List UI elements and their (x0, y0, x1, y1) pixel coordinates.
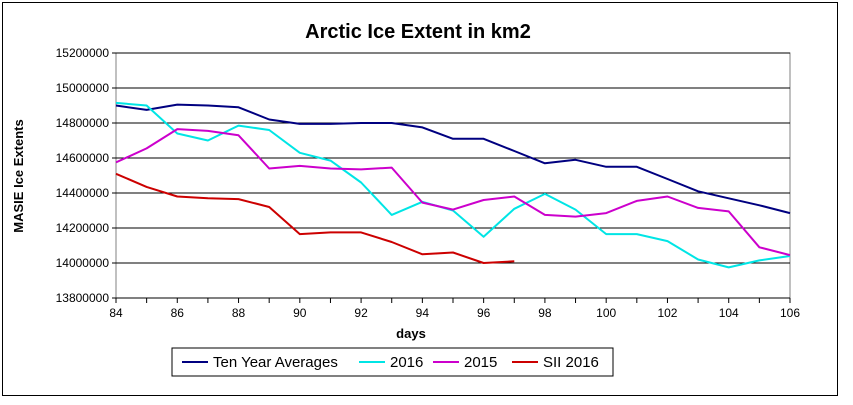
x-tick-label: 100 (596, 306, 616, 320)
series-group (115, 101, 791, 269)
x-tick-label: 92 (354, 306, 368, 320)
x-tick-label: 86 (171, 306, 185, 320)
y-tick-label: 14400000 (56, 186, 110, 200)
legend: Ten Year Averages 2016 2015 SII 2016 (171, 347, 614, 377)
plot-area (115, 52, 791, 299)
x-tick-label: 94 (416, 306, 430, 320)
y-tick-label: 15000000 (56, 81, 110, 95)
x-tick-label: 104 (719, 306, 739, 320)
x-tick-label: 84 (109, 306, 123, 320)
legend-label: 2015 (464, 354, 497, 371)
legend-label: SII 2016 (543, 354, 599, 371)
x-tick-label: 98 (538, 306, 552, 320)
legend-label: Ten Year Averages (213, 354, 338, 371)
y-axis: 13800000 14000000 14200000 14400000 14600000… (56, 46, 116, 305)
x-tick-label: 96 (477, 306, 491, 320)
chart-title: Arctic Ice Extent in km2 (305, 21, 531, 43)
x-tick-label: 88 (232, 306, 246, 320)
y-tick-label: 14600000 (56, 151, 110, 165)
y-tick-label: 14200000 (56, 221, 110, 235)
x-tick-label: 102 (657, 306, 677, 320)
y-tick-label: 15200000 (56, 46, 110, 60)
series-line-ten-year-averages (115, 103, 791, 215)
series-line-2015 (115, 128, 791, 257)
y-tick-label: 14800000 (56, 116, 110, 130)
y-tick-label: 13800000 (56, 291, 110, 305)
x-axis-label: days (396, 326, 426, 341)
series-line-sii-2016 (115, 172, 515, 264)
x-tick-label: 90 (293, 306, 307, 320)
legend-label: 2016 (390, 354, 423, 371)
y-axis-label: MASIE Ice Extents (11, 119, 26, 232)
x-axis: 84 86 88 90 92 94 96 98 100 102 104 106 (109, 297, 800, 320)
x-tick-label: 106 (780, 306, 800, 320)
y-tick-label: 14000000 (56, 256, 110, 270)
plot-background (115, 52, 791, 299)
legend-box (171, 347, 614, 377)
